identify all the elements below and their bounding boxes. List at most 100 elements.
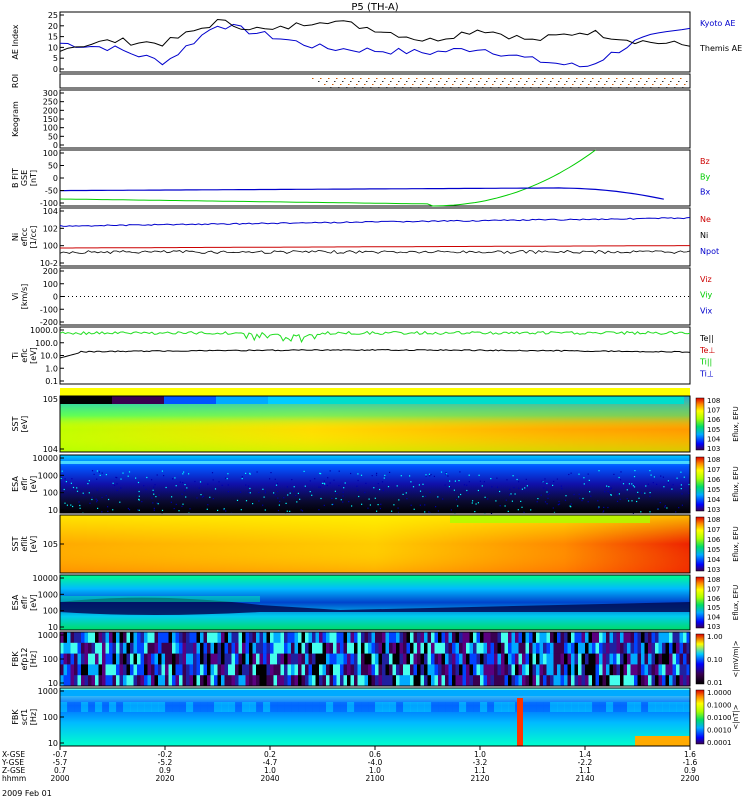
esa-e-speck (334, 490, 336, 492)
fbk1-cell (385, 675, 390, 687)
roi-marker (472, 78, 474, 79)
fbk1-cell (686, 653, 691, 665)
fbk1-cell (203, 653, 208, 665)
fbk1-cell (536, 664, 540, 676)
fbk1-cell (564, 653, 568, 665)
esa-e-speck (321, 482, 324, 484)
esa-e-speck (422, 495, 424, 498)
fbk1-cell (273, 675, 278, 687)
fbk1-cell (315, 642, 320, 654)
esa-e-speck (351, 505, 353, 507)
fbk1-cell (480, 664, 484, 676)
fbk1-cell (658, 653, 663, 665)
fbk1-cell (644, 642, 649, 654)
fbk1-cell (469, 632, 474, 644)
fbk1-cell (95, 664, 99, 676)
fbk1-cell (371, 664, 376, 676)
fbk1-cell (616, 632, 621, 644)
fbk1-cell (459, 642, 463, 654)
esa-e-speck (641, 492, 643, 494)
ae-panel (59, 11, 691, 73)
fbk1-cell (207, 653, 211, 665)
fbk1-cell (172, 642, 176, 654)
roi-marker (318, 81, 320, 82)
fbk1-cell (655, 632, 659, 644)
fbk1-cell (301, 642, 306, 654)
fbk1-cell (298, 642, 302, 654)
esa-e-speck (93, 473, 95, 475)
esa-e-speck (122, 472, 124, 474)
esa-e-speck (524, 487, 526, 489)
fbk1-cell (172, 664, 176, 676)
roi-marker (642, 87, 644, 88)
esa-e-speck (619, 479, 622, 481)
fbk1-cell (203, 632, 208, 644)
fbk1-cell (396, 653, 400, 665)
esa-e-speck (633, 486, 636, 488)
fbk2-cell (662, 702, 670, 712)
esa-e-speck (286, 486, 288, 488)
fbk1-cell (504, 642, 509, 654)
roi-marker (654, 81, 656, 82)
fbk1-cell (403, 632, 407, 644)
fbk1-cell (74, 664, 78, 676)
fbk1-cell (343, 664, 348, 676)
fbk1-cell (609, 632, 614, 644)
fbk1-cell (616, 642, 621, 654)
sst-e-block (294, 396, 320, 404)
fbk1-cell (665, 675, 670, 687)
fbk2-cbar-tick: 0.0010 (707, 727, 732, 735)
roi-marker (404, 84, 406, 85)
fbk1-cell (672, 632, 677, 644)
roi-marker (368, 78, 370, 79)
esa-e-panel (59, 454, 691, 514)
roi-marker (424, 78, 426, 79)
temperature-ylabel-2: eflc (20, 348, 29, 362)
fbk1-cell (641, 653, 645, 665)
fbk1-cell (609, 642, 614, 654)
fbk1-cell (228, 642, 232, 654)
fbk1-cell (623, 675, 628, 687)
fbk1-cell (189, 675, 194, 687)
esa-e-speck (495, 500, 497, 502)
fbk1-cell (165, 632, 169, 644)
esa-e-speck (138, 490, 140, 493)
fbk1-cell (95, 653, 99, 665)
fbk1-cell (480, 675, 484, 687)
esa-e-speck (152, 502, 154, 504)
fbk1-cell (511, 632, 516, 644)
fbk1-cell (529, 675, 533, 687)
fbk1-cell (494, 675, 498, 687)
esa-e-speck (364, 491, 366, 494)
fbk1-cell (504, 632, 509, 644)
sst_i-colorbar (695, 516, 705, 572)
fbk1-cell (406, 664, 411, 676)
esa-e-speck (186, 487, 188, 489)
esa-e-speck (327, 477, 329, 479)
roi-marker (312, 78, 314, 79)
esa-e-speck (304, 485, 306, 487)
esa-e-speck (115, 476, 117, 478)
fbk1-cell (63, 632, 68, 644)
fbk1-cell (280, 664, 285, 676)
esa-e-speck (303, 470, 305, 472)
esa-e-speck (153, 486, 155, 488)
sst_e-cbar-tick: 107 (707, 407, 720, 415)
roi-marker (418, 87, 420, 88)
roi-marker (364, 84, 366, 85)
esa-e-speck (649, 495, 651, 497)
fbk1-cell (200, 664, 204, 676)
density-ytick-label: 102 (43, 224, 58, 233)
esa-e-speck (581, 500, 583, 502)
roi-marker (600, 78, 602, 79)
keogram-ytick-label: 0 (53, 141, 58, 150)
roi-marker (398, 81, 400, 82)
sst-e-block (398, 396, 424, 404)
xaxis-value: 2000 (50, 774, 69, 783)
esa_i-colorbar (695, 576, 705, 629)
esa-e-speck (76, 490, 79, 492)
fbk1-cell (389, 664, 393, 676)
fbk1-cell (480, 642, 484, 654)
fbk1-cell (203, 664, 208, 676)
fbk1-cell (263, 653, 267, 665)
